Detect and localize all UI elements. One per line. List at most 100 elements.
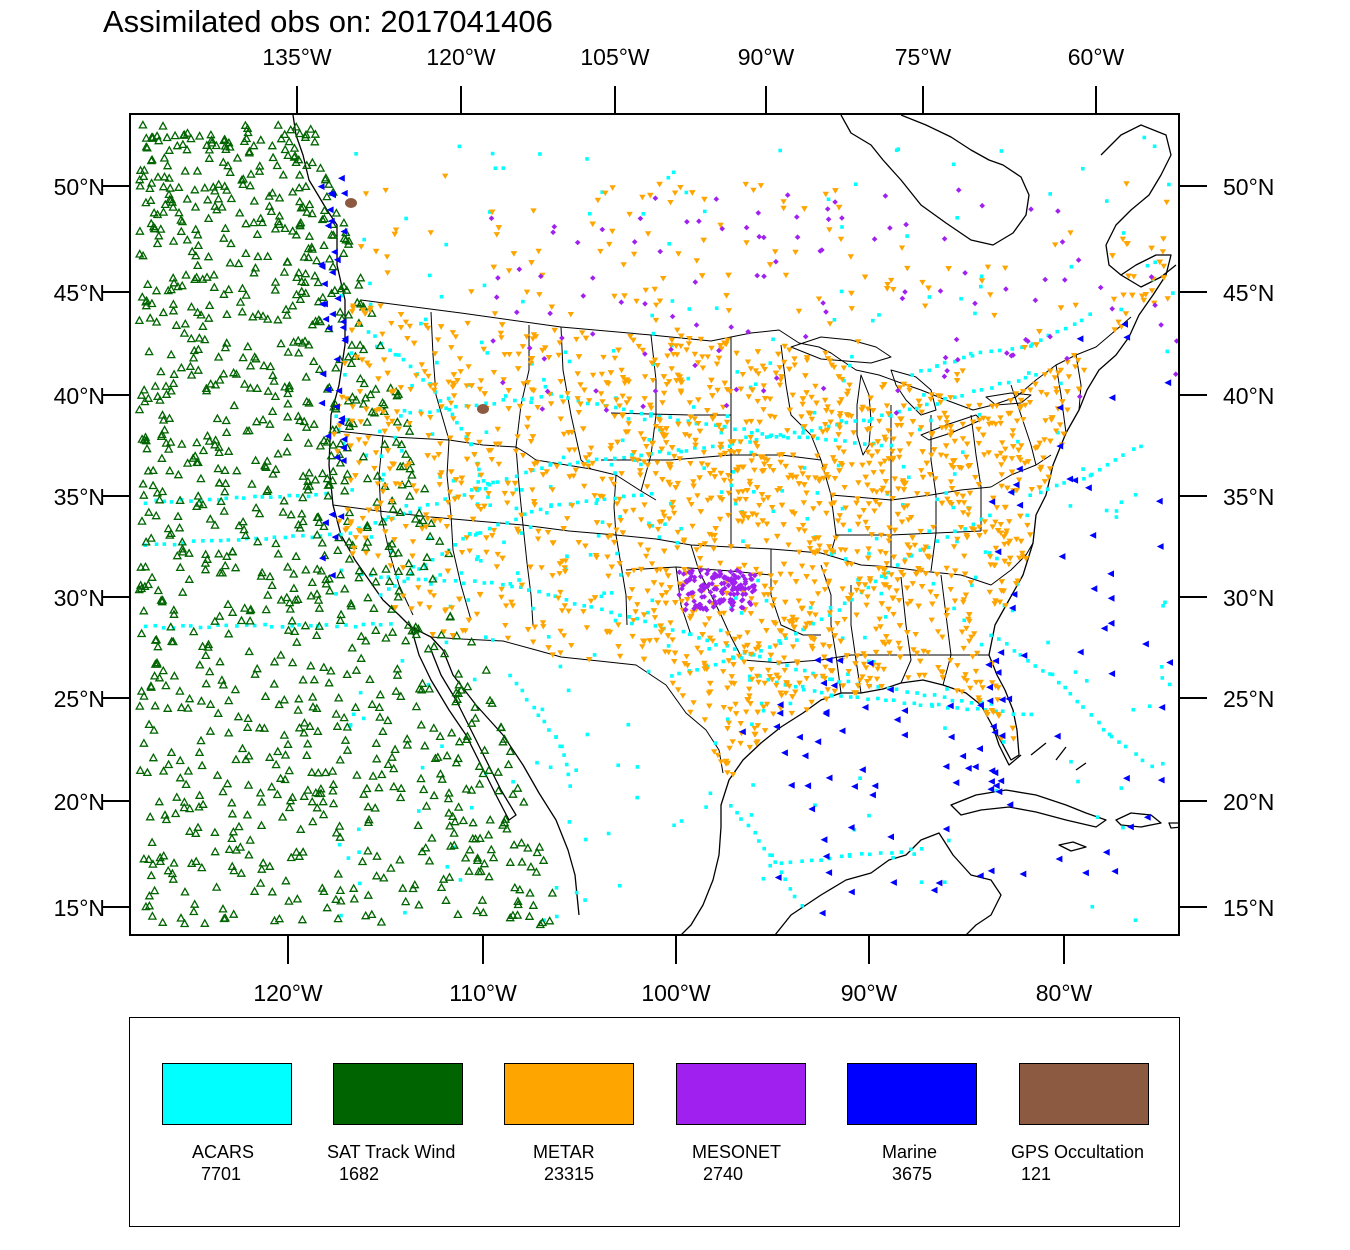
metar-marker (982, 529, 989, 536)
metar-marker (384, 415, 391, 422)
metar-marker (483, 549, 490, 556)
acars-marker (728, 444, 732, 448)
acars-marker (358, 323, 363, 327)
acars-marker (686, 419, 691, 423)
metar-marker (644, 484, 651, 490)
sat-track-wind-marker (384, 576, 395, 585)
acars-marker (189, 499, 193, 503)
metar-marker (773, 682, 780, 689)
metar-marker (767, 413, 774, 420)
sat-track-wind-marker (301, 129, 311, 139)
metar-marker (1002, 265, 1009, 272)
acars-marker (730, 442, 735, 446)
metar-marker (967, 685, 974, 692)
sat-track-wind-marker (416, 773, 426, 783)
sat-track-wind-marker (331, 828, 342, 837)
acars-marker (535, 760, 539, 765)
metar-marker (380, 357, 388, 363)
sat-track-wind-marker (296, 217, 306, 227)
metar-marker (490, 527, 498, 534)
sat-track-wind-marker (135, 165, 146, 174)
metar-marker (679, 693, 687, 699)
sat-track-wind-marker (362, 783, 372, 793)
metar-marker (1015, 455, 1023, 461)
acars-marker (800, 859, 804, 863)
mesonet-marker (794, 234, 801, 240)
acars-marker (950, 698, 955, 703)
metar-marker (712, 526, 719, 532)
metar-marker (582, 335, 590, 342)
metar-marker (692, 437, 699, 444)
sat-track-wind-marker (405, 463, 415, 473)
acars-marker (969, 701, 974, 705)
acars-marker (805, 435, 810, 440)
sat-track-wind-marker (445, 821, 455, 830)
acars-marker (253, 494, 257, 499)
metar-marker (701, 196, 708, 203)
sat-track-wind-marker (275, 773, 286, 782)
marine-marker (994, 548, 1002, 556)
sat-track-wind-marker (324, 254, 335, 263)
sat-track-wind-marker (524, 911, 535, 920)
metar-marker (494, 426, 501, 433)
acars-marker (154, 542, 159, 546)
metar-marker (767, 573, 775, 579)
metar-marker (943, 453, 950, 460)
metar-marker (739, 489, 747, 495)
acars-marker (297, 623, 301, 627)
bottom-tick (287, 936, 289, 964)
metar-marker (789, 614, 796, 621)
metar-marker (786, 347, 793, 353)
metar-marker (834, 621, 841, 627)
sat-track-wind-marker (190, 451, 200, 460)
metar-marker (558, 608, 566, 614)
sat-track-wind-marker (496, 722, 507, 732)
acars-marker (839, 419, 844, 423)
marine-marker (851, 783, 858, 790)
metar-marker (630, 507, 637, 514)
acars-marker (1113, 458, 1118, 462)
metar-marker (674, 480, 682, 487)
metar-marker (905, 675, 912, 681)
metar-marker (391, 537, 398, 543)
acars-marker (517, 578, 521, 582)
sat-track-wind-marker (342, 722, 353, 731)
metar-marker (864, 449, 872, 456)
mesonet-marker (1077, 393, 1083, 400)
metar-marker (1016, 555, 1023, 561)
sat-track-wind-marker (200, 549, 211, 559)
sat-track-wind-marker (147, 837, 157, 847)
acars-marker (968, 351, 973, 356)
metar-marker (975, 695, 982, 701)
metar-marker (754, 398, 761, 405)
acars-marker (935, 402, 940, 406)
sat-track-wind-marker (303, 785, 313, 794)
metar-marker (1015, 477, 1023, 483)
metar-marker (549, 487, 556, 493)
metar-marker (991, 312, 998, 319)
metar-marker (653, 302, 660, 308)
metar-marker (1005, 561, 1013, 568)
metar-marker (680, 539, 687, 545)
metar-marker (358, 244, 365, 250)
sat-track-wind-marker (220, 560, 230, 570)
sat-track-wind-marker (230, 684, 241, 694)
metar-marker (748, 418, 755, 425)
sat-track-wind-marker (161, 680, 171, 690)
metar-marker (1123, 181, 1130, 187)
sat-track-wind-marker (186, 333, 197, 343)
metar-marker (820, 569, 828, 575)
metar-marker (607, 370, 615, 376)
sat-track-wind-marker (343, 351, 354, 361)
acars-marker (557, 502, 561, 507)
sat-track-wind-marker (274, 699, 284, 709)
sat-track-wind-marker (205, 726, 216, 735)
metar-marker (959, 421, 966, 428)
state-boundary (675, 566, 692, 636)
acars-marker (976, 706, 980, 711)
acars-marker (295, 493, 300, 498)
metar-marker (735, 518, 742, 524)
metar-marker (770, 468, 777, 474)
acars-marker (348, 531, 353, 535)
acars-marker (963, 527, 967, 531)
